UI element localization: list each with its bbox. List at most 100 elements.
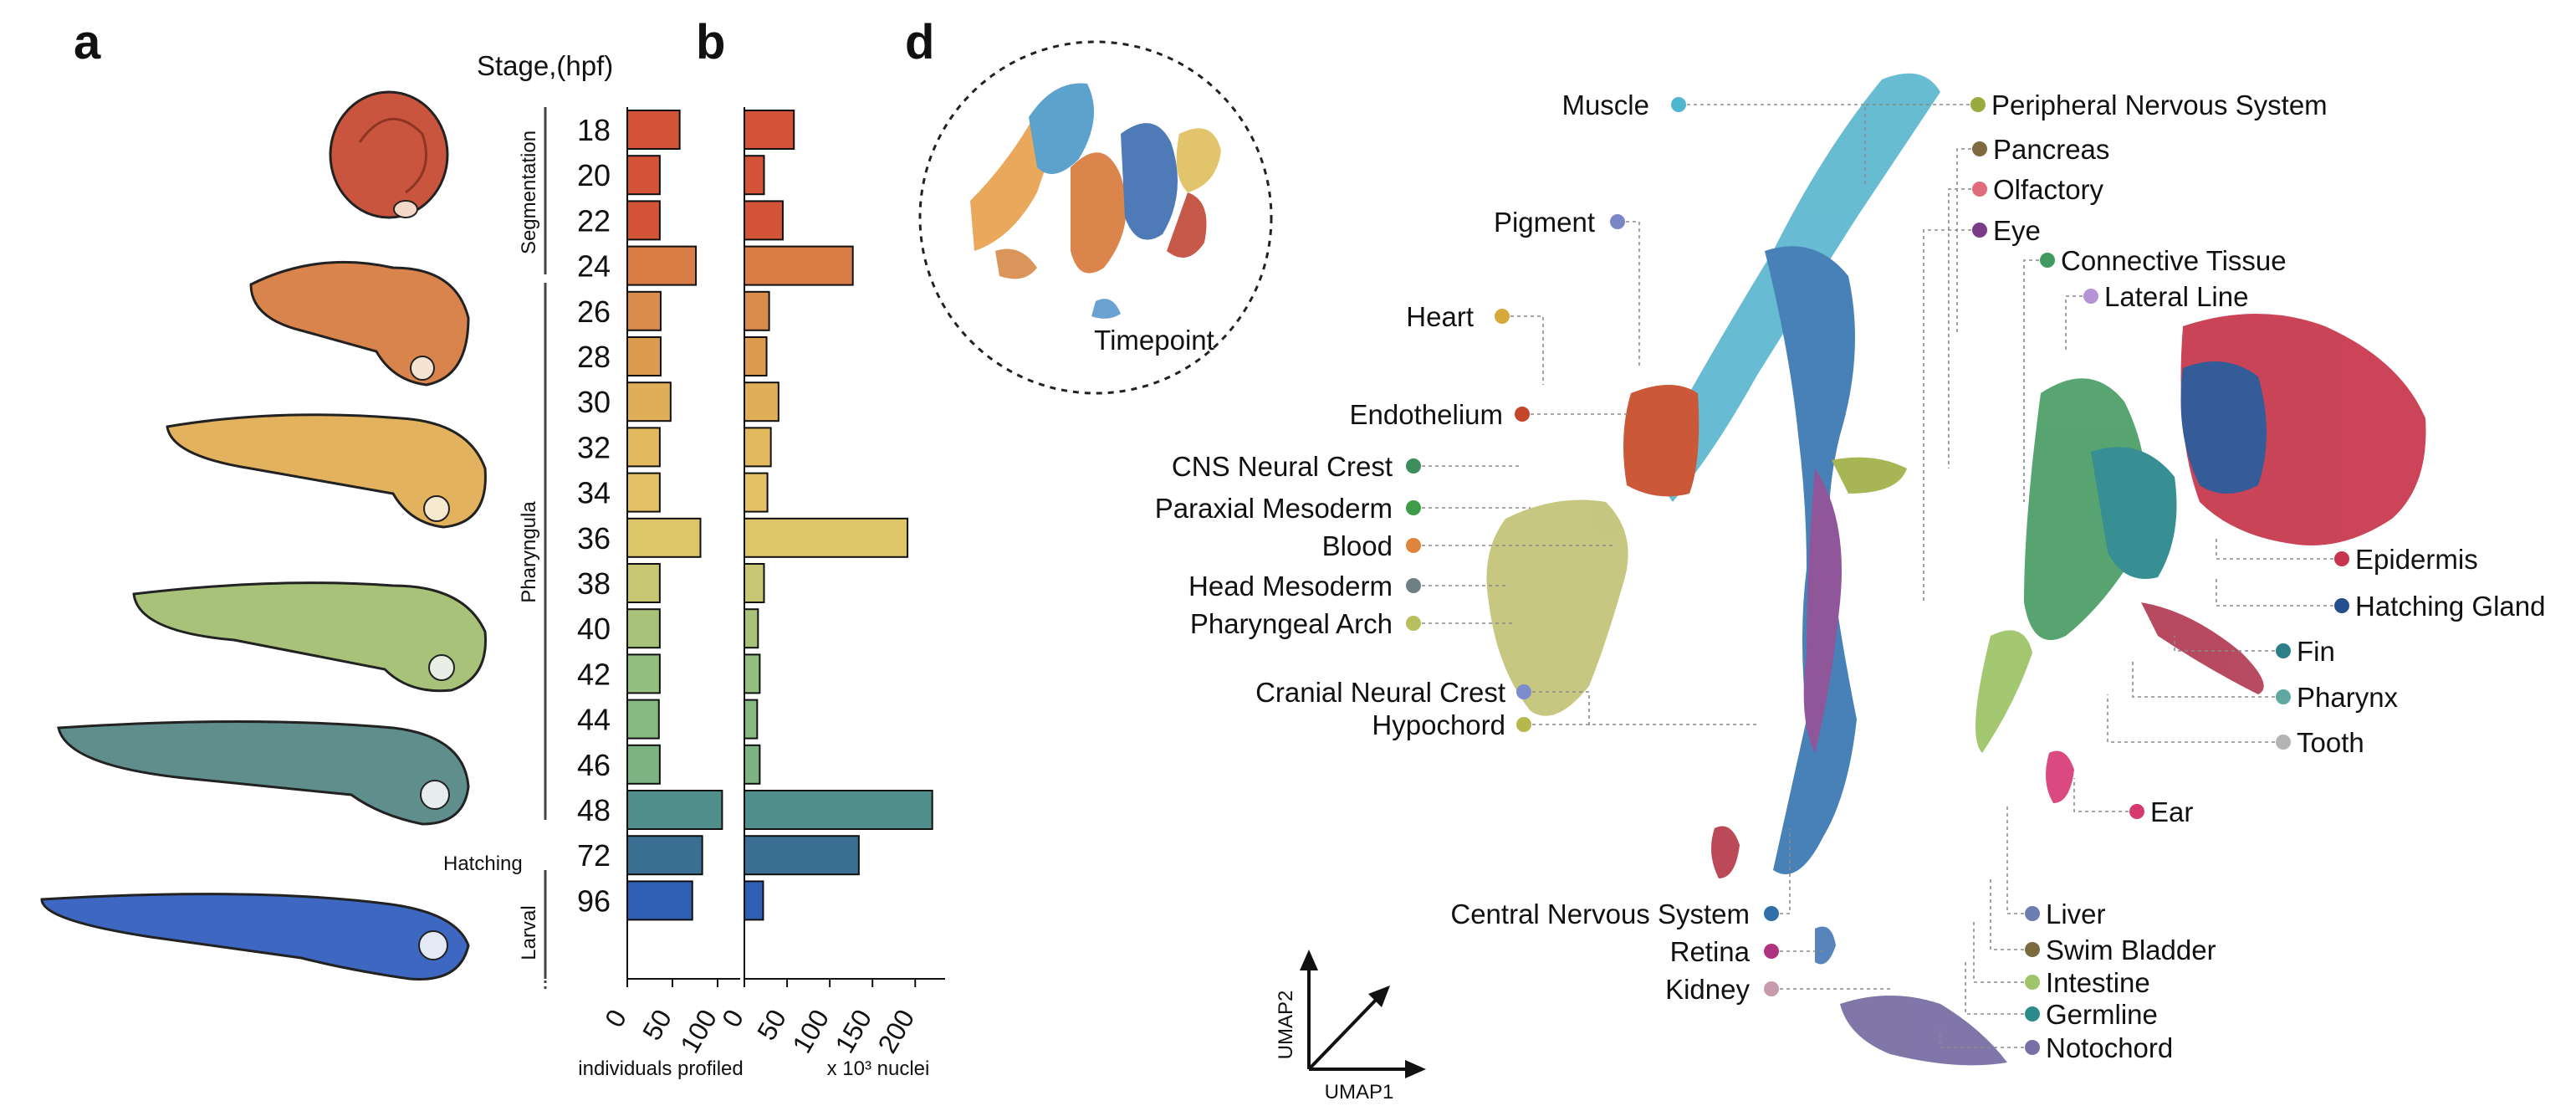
cell-type-label: Heart xyxy=(1406,301,1474,332)
leader-line xyxy=(2073,778,2129,812)
cell-type-label: Germline xyxy=(2046,999,2158,1030)
legend-dot xyxy=(1972,141,1987,156)
stage-label: 46 xyxy=(577,748,611,782)
cell-type-label: Cranial Neural Crest xyxy=(1255,677,1505,708)
x-tick-label: 0 xyxy=(599,1005,632,1032)
leader-line xyxy=(2132,661,2275,698)
panel-letter-a: a xyxy=(74,15,101,69)
leader-line xyxy=(1780,828,1791,914)
umap1-arrow-icon xyxy=(1405,1060,1426,1078)
legend-dot xyxy=(1671,97,1686,112)
embryo-icon-larval xyxy=(40,893,470,981)
cluster-endothelium xyxy=(1623,385,1699,497)
cluster-intestine xyxy=(1975,630,2032,753)
legend-dot xyxy=(2025,906,2040,921)
bar xyxy=(744,699,759,740)
stage-label: 30 xyxy=(577,385,611,419)
bar xyxy=(626,653,661,694)
stage-label: 34 xyxy=(577,476,611,510)
umap2-label: UMAP2 xyxy=(1275,991,1297,1060)
bar xyxy=(744,110,795,150)
bar xyxy=(626,699,660,740)
legend-dot xyxy=(2276,689,2291,704)
leader-line xyxy=(2216,535,2333,560)
cell-type-label: Muscle xyxy=(1561,90,1649,120)
cell-type-label: Fin xyxy=(2297,636,2335,667)
legend-dot xyxy=(1764,981,1779,996)
bar xyxy=(626,472,661,513)
bar xyxy=(626,608,661,649)
cell-type-label: Intestine xyxy=(2046,967,2150,998)
cell-type-label: Liver xyxy=(2046,899,2106,929)
period-label-larval: Larval xyxy=(518,905,540,960)
cell-type-label: Olfactory xyxy=(1993,174,2104,205)
stage-header: Stage,(hpf) xyxy=(477,50,613,81)
bar xyxy=(744,880,764,921)
embryo-icon-36hpf xyxy=(132,581,487,693)
stage-label: 42 xyxy=(577,657,611,691)
cell-type-label: Pharynx xyxy=(2297,682,2399,713)
legend-dot xyxy=(1972,182,1987,197)
legend-dot xyxy=(1406,458,1421,474)
cell-type-label: Tooth xyxy=(2297,727,2364,758)
legend-dot xyxy=(1515,407,1530,422)
x-tick-label: 50 xyxy=(636,1005,677,1046)
legend-dot xyxy=(1764,906,1779,921)
leader-line xyxy=(1626,221,1640,368)
leader-lines xyxy=(1422,104,2333,1048)
stage-label: 36 xyxy=(577,521,611,556)
period-label-hatching: Hatching xyxy=(443,853,523,875)
cluster-eye xyxy=(1803,469,1842,753)
panel-letter-b: b xyxy=(696,15,725,69)
cell-type-label: Blood xyxy=(1322,530,1393,561)
umap-plot xyxy=(1486,73,2426,1066)
stage-label: 22 xyxy=(577,203,611,238)
period-label-pharyngula: Pharyngula xyxy=(518,501,540,603)
cell-type-labels-right: Peripheral Nervous System Pancreas Olfacto… xyxy=(1970,90,2545,1063)
legend-dot xyxy=(1764,944,1779,959)
cell-type-label: Eye xyxy=(1993,215,2041,246)
leader-line xyxy=(1990,878,2024,950)
stage-label: 44 xyxy=(577,703,611,737)
umap-diagonal-line xyxy=(1307,994,1382,1071)
legend-dot xyxy=(2025,1040,2040,1055)
bar xyxy=(744,608,759,649)
umap1-label: UMAP1 xyxy=(1325,1081,1394,1103)
cell-type-label: Endothelium xyxy=(1350,399,1503,430)
leader-line xyxy=(1510,315,1544,385)
legend-dot xyxy=(1406,500,1421,515)
cluster-kidney xyxy=(1815,926,1836,965)
legend-dot xyxy=(1406,538,1421,553)
embryo-icon-24hpf xyxy=(249,260,470,387)
bar xyxy=(744,472,769,513)
leader-line xyxy=(2023,259,2039,502)
cell-type-label: Notochord xyxy=(2046,1032,2173,1063)
stage-label: 72 xyxy=(577,838,611,873)
cell-type-label: Pancreas xyxy=(1993,134,2109,165)
bar xyxy=(626,427,661,468)
bar xyxy=(744,790,933,830)
cell-type-label: Epidermis xyxy=(2355,544,2478,575)
bar xyxy=(626,835,703,876)
cell-type-label: Swim Bladder xyxy=(2046,934,2216,965)
legend-dot xyxy=(1406,578,1421,593)
stage-label: 32 xyxy=(577,430,611,464)
embryo-icon-48hpf xyxy=(57,720,470,826)
leader-line xyxy=(1532,691,1590,728)
bar xyxy=(744,744,761,785)
leader-line xyxy=(2065,295,2083,351)
cell-type-label: Pharyngeal Arch xyxy=(1190,608,1393,639)
x-tick-label: 50 xyxy=(751,1005,792,1046)
leader-line xyxy=(1973,920,2024,983)
cell-type-label: Ear xyxy=(2150,796,2193,827)
bar xyxy=(744,245,854,286)
bar xyxy=(626,110,681,150)
timepoint-umap-blobs xyxy=(970,83,1221,319)
legend-dot xyxy=(1610,214,1625,229)
legend-dot xyxy=(2276,735,2291,750)
legend-dot xyxy=(2276,643,2291,658)
cluster-peripheral-nervous-system xyxy=(1832,457,1907,494)
cluster-ear xyxy=(2046,750,2074,803)
xlabel-nuclei: x 10³ nuclei xyxy=(827,1057,930,1080)
